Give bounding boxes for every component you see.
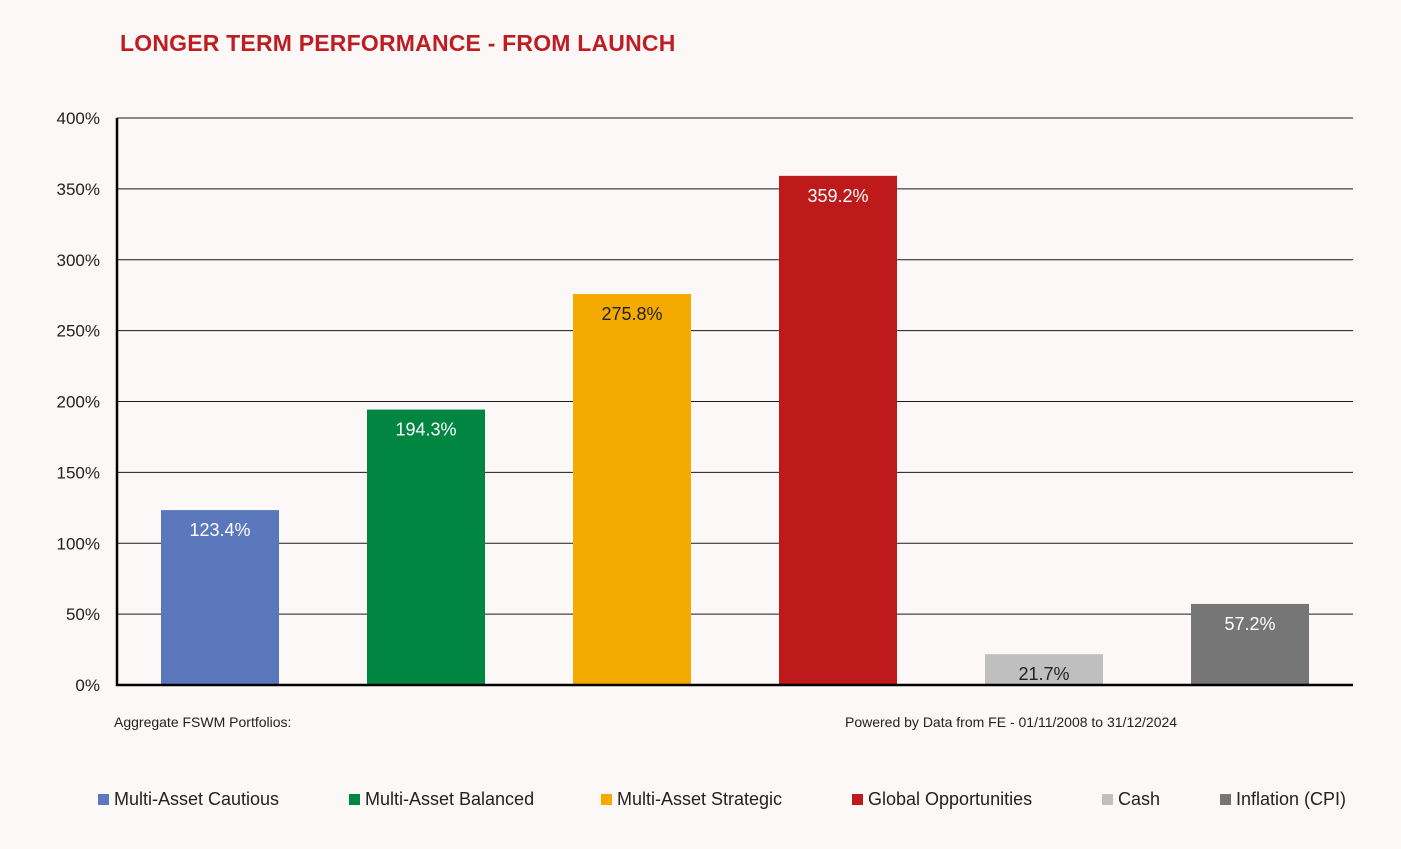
chart-title: LONGER TERM PERFORMANCE - FROM LAUNCH: [120, 30, 676, 56]
legend-swatch: [852, 794, 863, 805]
data-label: 123.4%: [189, 520, 250, 540]
data-label: 57.2%: [1224, 614, 1275, 634]
data-label: 275.8%: [601, 304, 662, 324]
y-tick-label: 100%: [57, 534, 100, 553]
legend-swatch: [1220, 794, 1231, 805]
legend-swatch: [601, 794, 612, 805]
legend-item: Multi-Asset Balanced: [349, 789, 534, 810]
data-source-note: Powered by Data from FE - 01/11/2008 to …: [845, 714, 1178, 730]
legend-label: Global Opportunities: [868, 789, 1033, 809]
y-tick-label: 50%: [66, 605, 100, 624]
bar: [779, 175, 897, 686]
legend-swatch: [98, 794, 109, 805]
y-tick-label: 0%: [75, 676, 100, 695]
legend-label: Multi-Asset Balanced: [365, 789, 535, 809]
y-tick-label: 250%: [57, 322, 100, 341]
legend-swatch: [1102, 794, 1113, 805]
y-tick-label: 150%: [57, 463, 100, 482]
legend-label: Multi-Asset Strategic: [617, 789, 783, 809]
data-label: 359.2%: [807, 186, 868, 206]
legend-item: Cash: [1102, 789, 1160, 810]
legend-item: Global Opportunities: [852, 789, 1032, 810]
legend-item: Multi-Asset Cautious: [98, 789, 279, 810]
y-tick-label: 350%: [57, 180, 100, 199]
data-label: 194.3%: [395, 420, 456, 440]
bar: [161, 510, 279, 685]
portfolios-note: Aggregate FSWM Portfolios:: [114, 714, 292, 730]
legend-label: Inflation (CPI): [1236, 789, 1347, 809]
legend-item: Multi-Asset Strategic: [601, 789, 782, 810]
bar: [367, 409, 485, 685]
legend-label: Cash: [1118, 789, 1161, 809]
bar: [573, 294, 691, 685]
y-tick-label: 200%: [57, 393, 100, 412]
y-tick-label: 400%: [57, 109, 100, 128]
data-label: 21.7%: [1018, 664, 1069, 684]
legend: Multi-Asset Cautious Multi-Asset Balanced…: [0, 789, 1401, 813]
bar: [985, 654, 1103, 685]
legend-label: Multi-Asset Cautious: [114, 789, 280, 809]
legend-swatch: [349, 794, 360, 805]
y-tick-label: 300%: [57, 251, 100, 270]
bar: [1191, 603, 1309, 685]
legend-item: Inflation (CPI): [1220, 789, 1346, 810]
